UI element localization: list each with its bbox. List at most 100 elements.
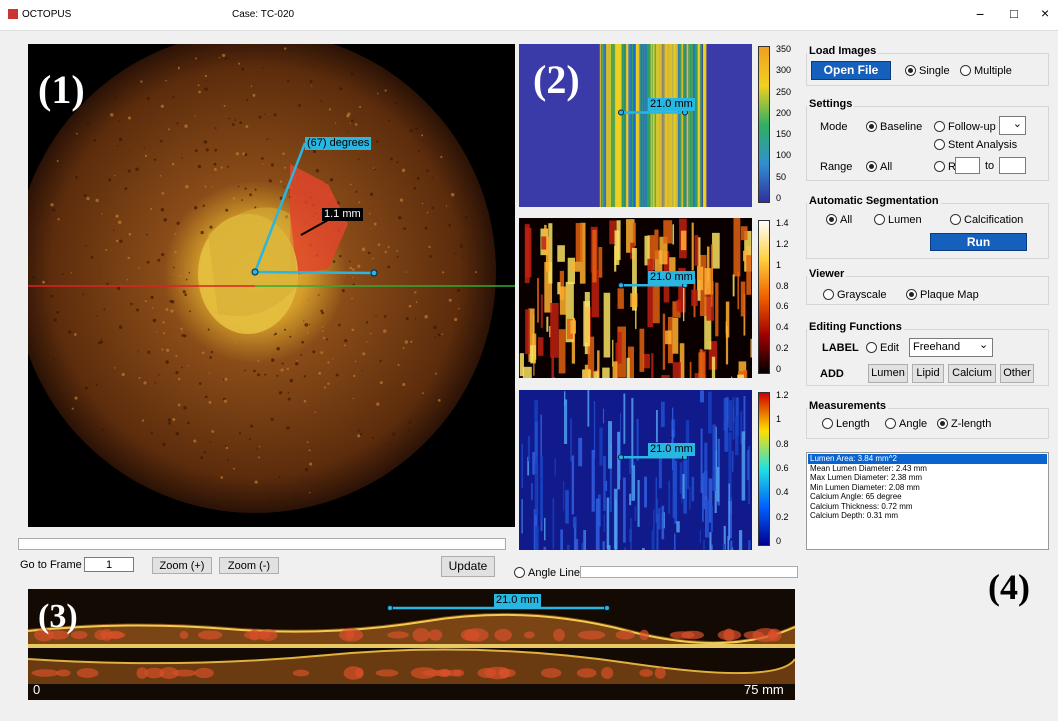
speckle	[307, 298, 310, 301]
add-button[interactable]: Calcium	[948, 364, 996, 383]
map-streak	[697, 267, 703, 290]
result-line[interactable]: Lumen Area: 3.84 mm^2	[808, 454, 1047, 464]
angle-radio[interactable]: Angle	[885, 418, 927, 430]
all-radio[interactable]: All	[866, 161, 892, 173]
map-streak	[735, 416, 738, 455]
map-streak	[635, 44, 636, 207]
dropdown[interactable]: ⌄	[999, 116, 1026, 135]
speckle	[284, 186, 285, 187]
speckle	[144, 147, 145, 148]
result-line[interactable]: Mean Lumen Diameter: 2.43 mm	[808, 464, 1047, 474]
speckle	[290, 379, 294, 383]
minimize[interactable]: −	[976, 6, 984, 22]
speckle	[211, 351, 213, 353]
speckle	[475, 271, 477, 273]
speckle	[355, 123, 358, 126]
speckle	[298, 104, 301, 107]
speckle	[175, 371, 178, 374]
speckle	[295, 362, 298, 365]
angle-scrollbar[interactable]	[580, 566, 798, 578]
stent-radio[interactable]: Stent Analysis	[934, 139, 1017, 151]
speckle	[327, 361, 329, 363]
plaque-patch	[541, 668, 562, 678]
map-streak	[525, 309, 530, 354]
plaque-patch	[768, 629, 782, 642]
zoom-in-button[interactable]: Zoom (+)	[152, 557, 212, 574]
update-button[interactable]: Update	[441, 556, 495, 577]
result-line[interactable]: Max Lumen Diameter: 2.38 mm	[808, 473, 1047, 483]
speckle	[409, 305, 412, 308]
speckle	[204, 88, 207, 91]
seg-all-radio[interactable]: All	[826, 214, 852, 226]
edit-radio[interactable]: Edit	[866, 342, 899, 354]
speckle	[309, 463, 312, 466]
speckle	[426, 169, 429, 172]
map-streak	[638, 44, 639, 207]
map-streak	[604, 293, 611, 358]
speckle	[379, 360, 381, 362]
speckle	[370, 228, 371, 229]
angle-label: (67) degrees	[305, 137, 371, 150]
speckle	[168, 422, 171, 425]
speckle	[408, 421, 411, 424]
close[interactable]: ×	[1041, 5, 1049, 21]
speckle	[482, 278, 485, 281]
speckle	[245, 153, 248, 156]
speckle	[351, 298, 353, 300]
zoom-out-button[interactable]: Zoom (-)	[219, 557, 279, 574]
run-button[interactable]: Run	[930, 233, 1027, 251]
seg-lumen-radio[interactable]: Lumen	[874, 214, 922, 226]
add-button[interactable]: Other	[1000, 364, 1034, 383]
map-streak	[537, 278, 539, 323]
baseline-radio[interactable]: Baseline	[866, 121, 922, 133]
grayscale-radio[interactable]: Grayscale	[823, 289, 887, 301]
map-streak	[644, 477, 647, 508]
map-streak	[623, 394, 625, 444]
map-streak	[715, 283, 718, 337]
result-line[interactable]: Calcium Thickness: 0.72 mm	[808, 502, 1047, 512]
result-line[interactable]: Calcium Angle: 65 degree	[808, 492, 1047, 502]
speckle	[307, 331, 309, 333]
roi-to-input[interactable]	[999, 157, 1026, 174]
plaque-patch	[494, 629, 512, 641]
plaque-map-radio[interactable]: Plaque Map	[906, 289, 979, 301]
z-length-radio[interactable]: Z-length	[937, 418, 991, 430]
speckle	[284, 329, 286, 331]
frame-input[interactable]: 1	[84, 557, 134, 572]
roi-from-input[interactable]	[955, 157, 980, 174]
add-button[interactable]: Lipid	[912, 364, 944, 383]
speckle	[165, 360, 168, 363]
length-radio[interactable]: Length	[822, 418, 870, 430]
speckle	[322, 330, 324, 332]
plaque-patch	[578, 630, 606, 639]
single-radio[interactable]: Single	[905, 65, 950, 77]
frame-scrollbar[interactable]	[18, 538, 506, 550]
map-streak	[661, 506, 664, 540]
speckle	[251, 202, 252, 203]
speckle	[228, 118, 230, 120]
speckle	[86, 122, 89, 125]
map-streak	[575, 539, 579, 550]
speckle	[226, 447, 228, 449]
maximize[interactable]: □	[1010, 6, 1018, 21]
speckle	[387, 265, 390, 268]
seg-calc-radio[interactable]: Calcification	[950, 214, 1023, 226]
speckle	[161, 192, 164, 195]
speckle	[249, 438, 251, 440]
speckle	[432, 177, 433, 178]
map-streak	[618, 44, 621, 207]
multiple-radio[interactable]: Multiple	[960, 65, 1012, 77]
speckle	[351, 73, 354, 76]
open-file-button[interactable]: Open File	[811, 61, 891, 80]
map-streak	[583, 301, 590, 346]
speckle	[344, 339, 347, 342]
angle-line-radio[interactable]: Angle Line	[514, 567, 580, 579]
speckle	[181, 367, 183, 369]
speckle	[178, 404, 181, 407]
add-button[interactable]: Lumen	[868, 364, 908, 383]
result-line[interactable]: Min Lumen Diameter: 2.08 mm	[808, 483, 1047, 493]
group-title: Automatic Segmentation	[807, 195, 941, 207]
follow-up-radio[interactable]: Follow-up	[934, 121, 996, 133]
result-line[interactable]: Calcium Depth: 0.31 mm	[808, 511, 1047, 521]
